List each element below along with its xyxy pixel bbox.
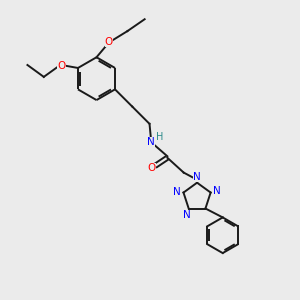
Text: O: O <box>105 38 113 47</box>
Text: N: N <box>183 210 191 220</box>
Text: N: N <box>147 137 155 147</box>
Text: O: O <box>148 163 156 173</box>
Text: N: N <box>173 187 181 197</box>
Text: N: N <box>213 186 221 196</box>
Text: O: O <box>58 61 66 70</box>
Text: H: H <box>156 132 163 142</box>
Text: N: N <box>193 172 201 182</box>
